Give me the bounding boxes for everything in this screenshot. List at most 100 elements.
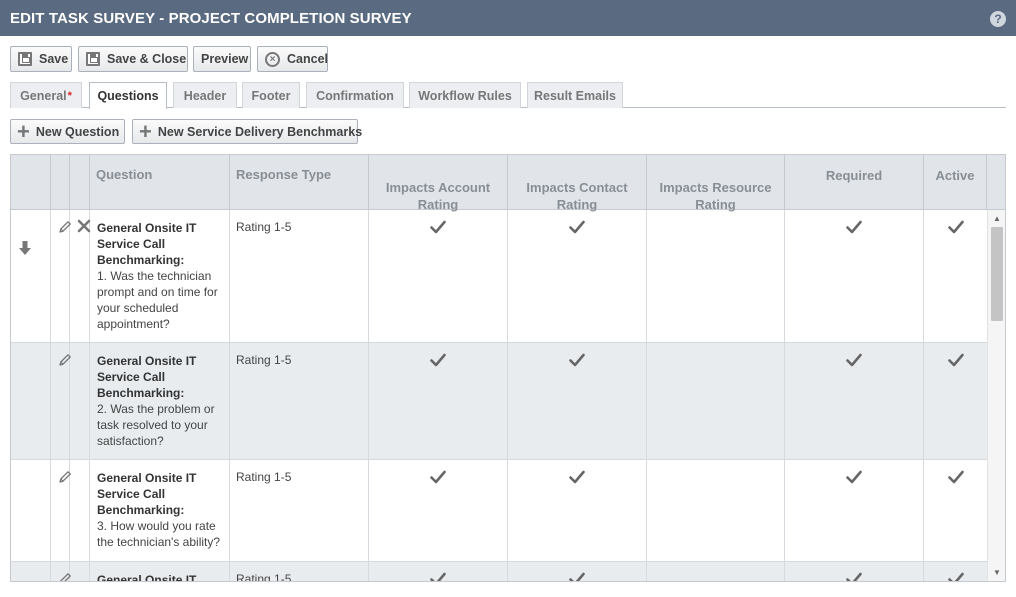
response-type: Rating 1-5 [236, 353, 292, 367]
cell-divider [11, 343, 51, 459]
cell-divider [11, 460, 785, 561]
header-impacts-account[interactable]: Impacts Account Rating [369, 155, 508, 212]
tab-questions[interactable]: Questions [89, 82, 167, 109]
plus-icon: + [17, 118, 30, 144]
header-delete-column [70, 155, 90, 210]
header-active[interactable]: Active [924, 155, 987, 210]
checkmark-icon [948, 572, 964, 581]
edit-pencil-icon[interactable] [58, 470, 72, 484]
cell-divider [11, 460, 51, 561]
tab-result-emails[interactable]: Result Emails [527, 82, 623, 108]
cell-divider [11, 460, 508, 561]
header-response-type[interactable]: Response Type [230, 155, 369, 210]
header-impacts-contact[interactable]: Impacts Contact Rating [508, 155, 647, 212]
cell-divider [11, 562, 647, 581]
cell-divider [11, 343, 508, 459]
cell-divider [11, 210, 924, 342]
cell-divider [11, 460, 369, 561]
tab-footer[interactable]: Footer [242, 82, 300, 108]
header-move-column [11, 155, 51, 210]
new-benchmarks-label: New Service Delivery Benchmarks [157, 124, 363, 139]
window-title: EDIT TASK SURVEY - PROJECT COMPLETION SU… [10, 10, 412, 27]
edit-pencil-icon[interactable] [58, 220, 72, 234]
header-question-label: Question [96, 167, 153, 182]
tab-general[interactable]: General * [10, 82, 82, 108]
cell-divider [11, 210, 70, 342]
tab-confirmation-label: Confirmation [316, 88, 394, 103]
checkmark-icon [569, 470, 585, 484]
floppy-disk-icon [86, 52, 100, 66]
tab-footer-label: Footer [251, 88, 291, 103]
question-text: General Onsite IT Service Call Benchmark… [97, 470, 227, 550]
grid-body: General Onsite IT Service Call Benchmark… [11, 210, 987, 582]
scroll-up-arrow-icon[interactable]: ▲ [993, 214, 1001, 223]
cell-divider [11, 210, 90, 342]
header-impacts-resource-line1: Impacts Resource [659, 180, 772, 195]
scrollbar-thumb[interactable] [991, 227, 1003, 321]
header-edit-column [51, 155, 70, 210]
question-text: General Onsite IT Service Call Benchmark… [97, 220, 227, 332]
cancel-circle-x-icon: × [265, 51, 280, 67]
header-response-type-label: Response Type [236, 167, 332, 182]
cell-divider [11, 343, 369, 459]
checkmark-icon [948, 220, 964, 234]
new-question-button[interactable]: + New Question [10, 119, 125, 144]
save-button[interactable]: Save [10, 46, 72, 72]
cell-divider [11, 210, 369, 342]
header-question[interactable]: Question [90, 155, 230, 210]
question-group: General Onsite IT Service Call Benchmark… [97, 471, 197, 517]
questions-grid: Question Response Type Impacts Account Ra… [10, 154, 1006, 582]
tab-result-emails-label: Result Emails [534, 88, 616, 103]
cell-divider [11, 460, 924, 561]
tab-confirmation[interactable]: Confirmation [306, 82, 404, 108]
checkmark-icon [846, 220, 862, 234]
table-row[interactable]: General Onsite IT Service Call Benchmark… [11, 343, 987, 460]
checkmark-icon [569, 220, 585, 234]
cancel-button-label: Cancel [287, 52, 328, 66]
cell-divider [11, 343, 924, 459]
response-type: Rating 1-5 [236, 572, 292, 582]
tab-questions-label: Questions [97, 89, 159, 103]
header-required[interactable]: Required [785, 155, 924, 210]
cell-divider [11, 562, 51, 581]
cell-divider [11, 562, 508, 581]
cell-divider [11, 343, 647, 459]
header-impacts-account-line1: Impacts Account [385, 180, 491, 195]
checkmark-icon [430, 572, 446, 581]
cell-divider [11, 562, 90, 581]
table-row[interactable]: General Onsite IT Service Call Benchmark… [11, 210, 987, 343]
header-impacts-resource[interactable]: Impacts Resource Rating [647, 155, 785, 212]
tab-header[interactable]: Header [173, 82, 237, 108]
cell-divider [11, 562, 70, 581]
grid-header: Question Response Type Impacts Account Ra… [11, 155, 1005, 212]
save-close-button[interactable]: Save & Close [78, 46, 188, 72]
tab-strip: General * Questions Header Footer Confirm… [10, 82, 1006, 109]
scroll-down-arrow-icon[interactable]: ▼ [993, 568, 1001, 577]
header-impacts-account-line2: Rating [417, 197, 459, 212]
header-impacts-contact-line1: Impacts Contact [526, 180, 628, 195]
save-close-button-label: Save & Close [107, 52, 187, 66]
cancel-button[interactable]: × Cancel [257, 46, 328, 72]
window-titlebar: EDIT TASK SURVEY - PROJECT COMPLETION SU… [0, 0, 1016, 36]
question-text: General Onsite IT Service Call Benchmark… [97, 353, 227, 449]
help-icon[interactable]: ? [990, 11, 1006, 27]
response-type: Rating 1-5 [236, 220, 292, 234]
table-row[interactable]: General Onsite IT Rating 1-5 [11, 562, 987, 582]
preview-button[interactable]: Preview [193, 46, 251, 72]
edit-pencil-icon[interactable] [58, 572, 72, 581]
required-asterisk: * [67, 89, 72, 102]
move-down-arrow-icon[interactable] [18, 240, 32, 256]
save-button-label: Save [39, 52, 69, 66]
tab-header-label: Header [183, 88, 227, 103]
table-row[interactable]: General Onsite IT Service Call Benchmark… [11, 460, 987, 562]
cell-divider [11, 343, 90, 459]
delete-x-icon[interactable] [77, 219, 91, 233]
question-group: General Onsite IT Service Call Benchmark… [97, 221, 197, 267]
new-benchmarks-button[interactable]: + New Service Delivery Benchmarks [132, 119, 362, 144]
edit-pencil-icon[interactable] [58, 353, 72, 367]
vertical-scrollbar[interactable]: ▲ ▼ [987, 210, 1005, 581]
question-group: General Onsite IT [97, 573, 197, 582]
tab-workflow-rules[interactable]: Workflow Rules [409, 82, 521, 108]
cell-divider [11, 562, 785, 581]
checkmark-icon [846, 353, 862, 367]
